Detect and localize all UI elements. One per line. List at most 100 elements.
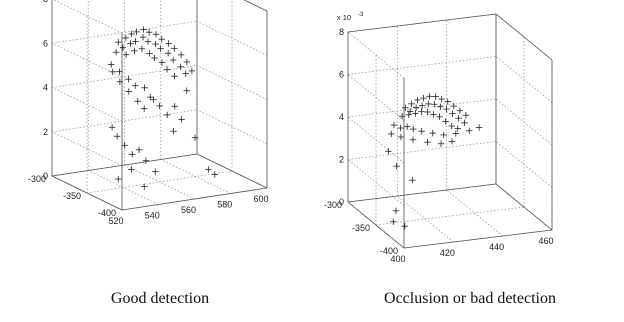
data-point	[390, 121, 398, 129]
y-tick-label: -350	[63, 191, 81, 201]
data-point	[171, 45, 178, 52]
data-point	[455, 115, 462, 122]
data-point	[145, 29, 153, 36]
data-point	[424, 108, 431, 116]
z-tick-label: 4	[339, 112, 344, 122]
data-point	[205, 166, 212, 173]
data-point	[134, 98, 141, 105]
data-point	[121, 142, 128, 149]
data-point	[144, 38, 152, 45]
data-point	[438, 95, 445, 103]
data-point	[211, 171, 218, 178]
x-tick-label: 520	[108, 216, 123, 226]
data-point	[385, 148, 392, 155]
data-point	[401, 223, 408, 230]
data-point	[444, 98, 451, 105]
axis-edge	[121, 187, 268, 211]
z-tick-label: 8	[43, 0, 48, 4]
data-point	[177, 63, 184, 71]
data-point	[108, 61, 115, 68]
data-point	[132, 38, 139, 45]
data-point	[139, 33, 147, 41]
data-point	[449, 110, 456, 117]
z-tick-label: 2	[43, 127, 48, 137]
z-tick-label: 6	[43, 38, 48, 48]
axis-edge	[347, 13, 497, 33]
data-point	[170, 128, 177, 135]
data-point	[450, 102, 458, 110]
data-point	[188, 67, 196, 75]
data-point	[131, 47, 138, 55]
z-tick-label: 4	[43, 83, 48, 93]
data-point	[424, 139, 431, 146]
data-point	[177, 51, 185, 59]
data-point	[397, 124, 404, 132]
grid-line	[495, 56, 553, 103]
data-point	[152, 31, 160, 38]
data-point	[157, 45, 164, 52]
x-tick-label: 420	[440, 248, 455, 258]
data-point	[448, 138, 456, 145]
data-point	[164, 111, 171, 119]
data-point	[466, 127, 473, 134]
y-tick-label: -400	[98, 208, 116, 218]
z-tick-label: 2	[339, 155, 344, 165]
data-point	[122, 51, 130, 58]
data-point	[419, 102, 426, 109]
axis-edge	[403, 229, 553, 249]
data-point	[412, 104, 420, 111]
z-tick-label: 0	[339, 197, 344, 207]
data-point	[454, 125, 461, 132]
data-point	[403, 123, 411, 130]
data-point	[409, 176, 416, 184]
axis-edge	[243, 0, 268, 12]
data-point	[112, 49, 120, 56]
caption-bad-detection: Occlusion or bad detection	[384, 290, 556, 307]
z-exponent-label: x 10	[337, 13, 351, 22]
data-point	[430, 111, 437, 118]
x-tick-label: 580	[217, 200, 232, 210]
data-point	[116, 68, 123, 75]
x-tick-label: 540	[145, 211, 160, 221]
data-point	[398, 112, 406, 120]
x-tick-label: 400	[390, 254, 405, 264]
data-point	[152, 168, 159, 175]
axis-edge	[347, 201, 405, 249]
data-point	[128, 166, 135, 173]
data-point	[128, 30, 135, 38]
data-point	[147, 93, 154, 101]
data-point	[462, 112, 470, 119]
data-point	[405, 111, 412, 119]
data-point	[138, 45, 146, 52]
data-point	[152, 40, 159, 48]
axis-edge	[51, 153, 198, 177]
data-point	[475, 124, 483, 131]
data-point	[432, 93, 439, 100]
grid-line	[347, 56, 497, 75]
data-point	[420, 94, 427, 102]
data-point	[119, 44, 127, 51]
data-point	[158, 35, 165, 43]
grid-line	[124, 164, 195, 200]
data-point	[436, 113, 443, 121]
data-point	[390, 218, 397, 225]
grid-line	[375, 206, 525, 226]
data-point	[437, 103, 444, 110]
data-point	[178, 116, 185, 123]
data-point	[127, 40, 134, 47]
data-point	[135, 146, 143, 153]
y-tick-label: -350	[352, 223, 370, 233]
data-point	[122, 34, 130, 42]
y-tick-label: -400	[380, 246, 398, 256]
data-point	[115, 175, 122, 183]
caption-good-detection: Good detection	[110, 290, 210, 307]
data-point	[412, 110, 419, 117]
data-point	[151, 54, 158, 62]
data-point	[393, 162, 400, 170]
data-point	[456, 107, 464, 114]
data-point	[442, 118, 449, 125]
data-point	[140, 105, 148, 112]
data-point	[408, 100, 415, 108]
data-point	[183, 87, 190, 94]
axis-edge	[495, 183, 553, 231]
